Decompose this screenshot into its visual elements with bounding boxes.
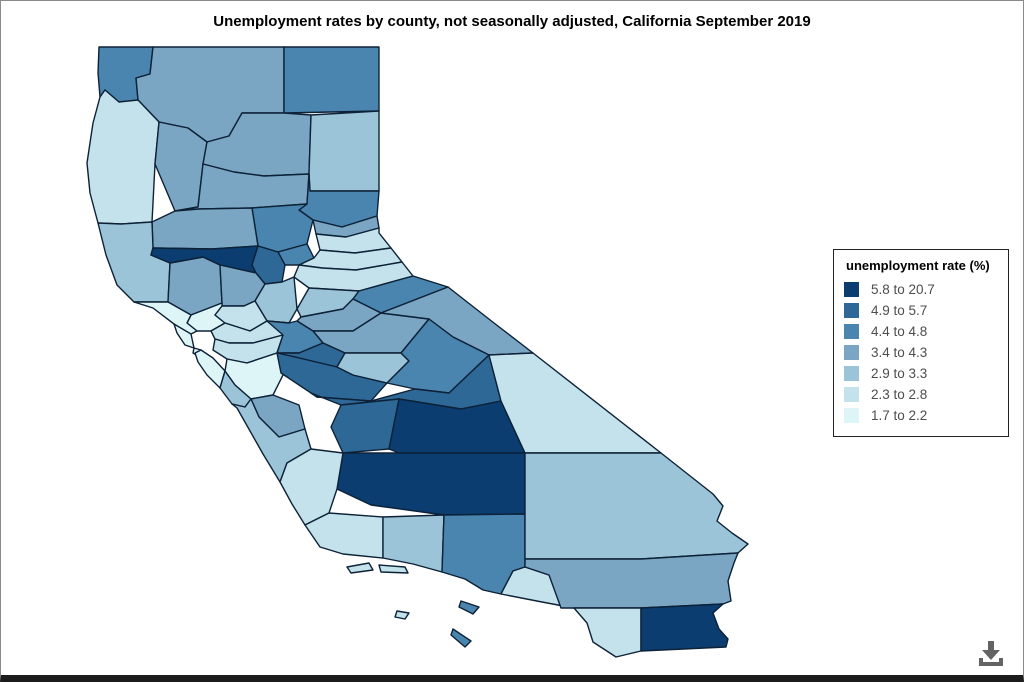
county-imperial[interactable]: Imperial — 5.8 to 20.7 [640, 603, 729, 652]
county-marin[interactable]: Marin — 1.7 to 2.2 [173, 323, 195, 349]
county-san-diego[interactable]: San Diego — 2.3 to 2.8 [573, 607, 642, 658]
download-icon [979, 641, 1003, 666]
legend-swatch [844, 303, 859, 318]
county-glenn[interactable]: Glenn — 3.4 to 4.3 [151, 207, 259, 250]
legend-swatch [844, 324, 859, 339]
county-lassen[interactable]: Lassen — 2.9 to 3.3 [308, 110, 380, 192]
legend-item: 4.4 to 4.8 [844, 321, 1002, 342]
legend-label: 4.4 to 4.8 [871, 324, 928, 339]
legend-item: 2.9 to 3.3 [844, 363, 1002, 384]
county-santa-barbara[interactable]: Santa Barbara — 2.3 to 2.8 [304, 512, 384, 559]
county-san-bernardino[interactable]: San Bernardino — 2.9 to 3.3 [524, 452, 749, 560]
county-riverside[interactable]: Riverside — 3.4 to 4.3 [524, 552, 739, 609]
county-san-clemente-island[interactable]: San Clemente Island (Los Angeles) — 4.4 … [450, 628, 472, 648]
county-san-mateo[interactable]: San Mateo — 1.7 to 2.2 [194, 349, 226, 389]
county-san-luis-obispo[interactable]: San Luis Obispo — 2.3 to 2.8 [279, 448, 344, 526]
legend-label: 4.9 to 5.7 [871, 303, 928, 318]
county-modoc[interactable]: Modoc — 4.4 to 4.8 [283, 46, 380, 114]
legend-label: 2.9 to 3.3 [871, 366, 928, 381]
county-kings[interactable]: Kings — 4.9 to 5.7 [330, 398, 400, 454]
legend-title: unemployment rate (%) [846, 258, 990, 273]
county-humboldt[interactable]: Humboldt — 2.3 to 2.8 [86, 89, 160, 225]
legend-swatch [844, 345, 859, 360]
legend-item: 2.3 to 2.8 [844, 384, 1002, 405]
legend-label: 3.4 to 4.3 [871, 345, 928, 360]
legend-item: 4.9 to 5.7 [844, 300, 1002, 321]
legend-label: 5.8 to 20.7 [871, 282, 935, 297]
legend-box: unemployment rate (%) 5.8 to 20.7 4.9 to … [833, 249, 1009, 437]
legend-label: 2.3 to 2.8 [871, 387, 928, 402]
legend-swatch [844, 408, 859, 423]
county-san-nicolas-island[interactable]: San Nicolas Island — 2.3 to 2.8 [394, 610, 410, 620]
legend-items: 5.8 to 20.7 4.9 to 5.7 4.4 to 4.8 3.4 to 4.… [844, 279, 1002, 426]
legend-swatch [844, 366, 859, 381]
legend-item: 5.8 to 20.7 [844, 279, 1002, 300]
county-santa-rosa-island[interactable]: Santa Rosa Island (Santa Barbara) — 2.3 … [346, 562, 374, 574]
legend-label: 1.7 to 2.2 [871, 408, 928, 423]
legend-swatch [844, 387, 859, 402]
county-ventura[interactable]: Ventura — 2.9 to 3.3 [382, 514, 445, 573]
legend-item: 1.7 to 2.2 [844, 405, 1002, 426]
legend-item: 3.4 to 4.3 [844, 342, 1002, 363]
map-title: Unemployment rates by county, not season… [213, 13, 811, 30]
legend-swatch [844, 282, 859, 297]
county-monterey[interactable]: Monterey — 2.9 to 3.3 [231, 398, 312, 483]
county-santa-cruz-island[interactable]: Santa Cruz Island (Santa Barbara) — 2.3 … [378, 564, 409, 574]
county-sonoma[interactable]: Sonoma — 1.7 to 2.2 [133, 301, 198, 336]
download-button[interactable] [973, 639, 1009, 671]
county-catalina-island[interactable]: Santa Catalina Island (Los Angeles) — 4.… [458, 600, 480, 615]
county-kern[interactable]: Kern — 5.8 to 20.7 [336, 452, 526, 516]
